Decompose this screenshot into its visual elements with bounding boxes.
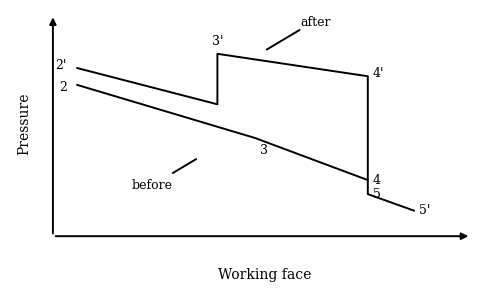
Text: 4: 4 [372,174,380,187]
Text: after: after [301,16,332,30]
Text: 5: 5 [372,188,380,201]
Text: 5': 5' [420,204,431,217]
Text: 3: 3 [260,144,268,156]
Text: 4': 4' [372,67,384,80]
Text: 3': 3' [212,35,223,48]
Text: before: before [131,179,172,192]
Text: 2': 2' [56,59,67,72]
Text: Working face: Working face [218,268,311,282]
Text: Pressure: Pressure [18,93,32,155]
Text: 2: 2 [59,81,67,94]
